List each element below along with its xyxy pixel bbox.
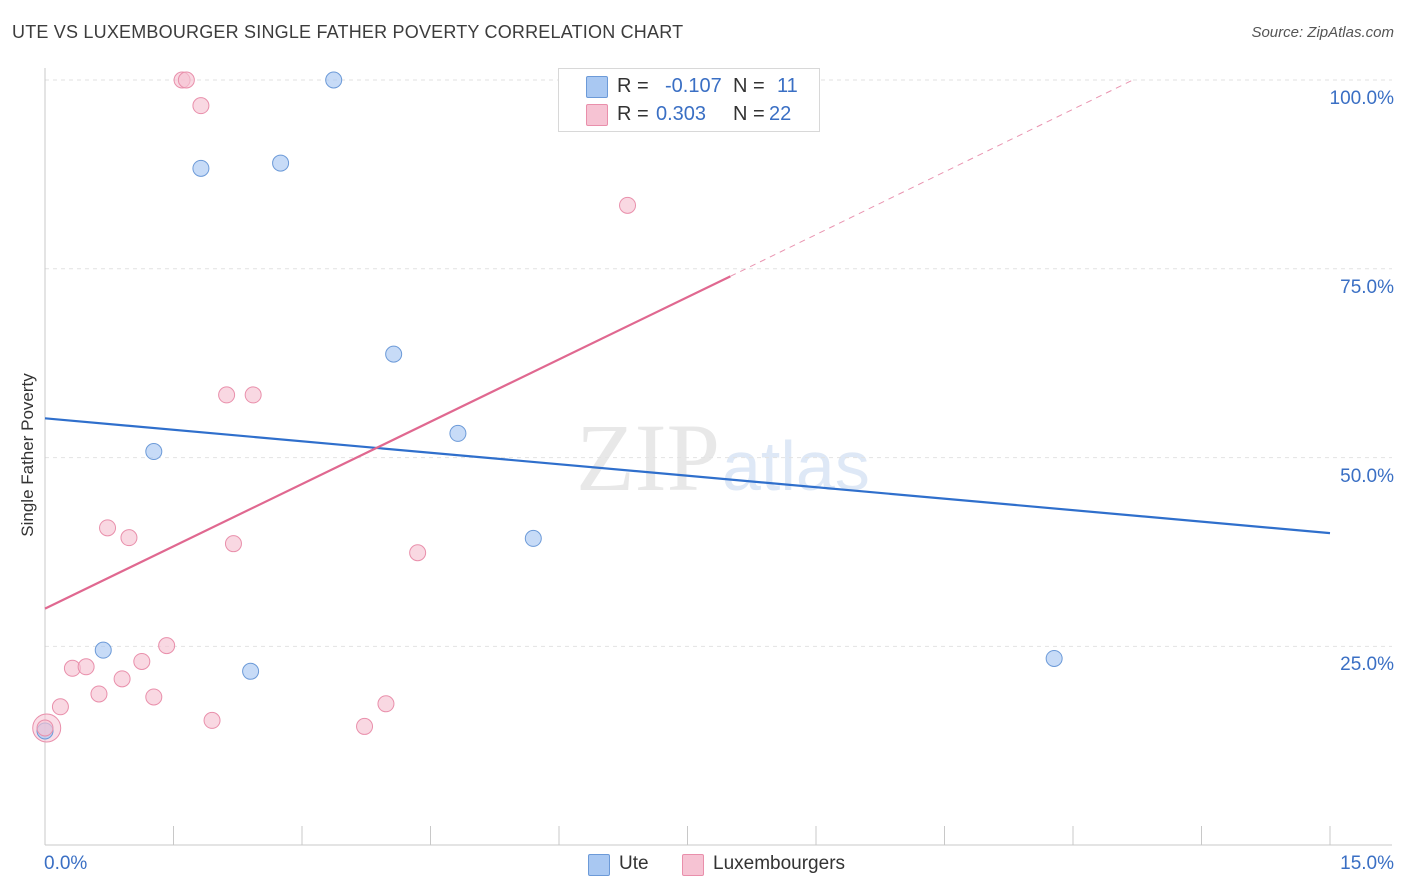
luxembourgers-point xyxy=(224,535,242,553)
luxembourgers-point xyxy=(51,698,69,716)
legend-lux-label: Luxembourgers xyxy=(713,853,846,874)
ute-point xyxy=(145,443,163,461)
lux-r-value: 0.303 xyxy=(656,103,707,125)
ute-r-value: -0.107 xyxy=(665,75,722,97)
luxembourgers-point xyxy=(158,637,176,655)
luxembourgers-point xyxy=(36,719,54,737)
legend-ute-swatch xyxy=(588,854,610,876)
luxembourgers-point xyxy=(177,71,195,89)
luxembourgers-point xyxy=(99,519,117,537)
chart-title: UTE VS LUXEMBOURGER SINGLE FATHER POVERT… xyxy=(12,22,684,42)
ute-swatch xyxy=(586,76,608,98)
legend-item-luxembourgers: Luxembourgers xyxy=(682,852,872,876)
ute-point xyxy=(449,424,467,442)
y-tick-label: 50.0% xyxy=(1340,465,1394,487)
watermark-atlas: atlas xyxy=(722,427,870,505)
luxembourgers-point xyxy=(203,711,221,729)
luxembourgers-point xyxy=(77,658,95,676)
ute-point xyxy=(242,662,260,680)
luxembourgers-point xyxy=(133,652,151,670)
legend-row-luxembourgers: R = 0.303 N = 22 xyxy=(559,100,819,128)
luxembourgers-point xyxy=(120,529,138,547)
data-points xyxy=(32,71,1063,743)
luxembourgers-point xyxy=(244,386,262,404)
ute-point xyxy=(192,159,210,177)
ute-n-label: N = xyxy=(733,75,765,97)
luxembourgers-point xyxy=(377,695,395,713)
ute-point xyxy=(325,71,343,89)
ute-point xyxy=(385,345,403,363)
watermark: ZIP atlas xyxy=(576,404,870,511)
luxembourgers-point xyxy=(145,688,163,706)
luxembourgers-point xyxy=(619,196,637,214)
source-label: Source: ZipAtlas.com xyxy=(1251,24,1394,41)
luxembourgers-point xyxy=(90,685,108,703)
trend-lines xyxy=(44,79,1331,610)
ute-point xyxy=(524,529,542,547)
legend-item-ute: Ute xyxy=(588,852,658,876)
gridlines xyxy=(45,79,1392,647)
legend-ute-label: Ute xyxy=(619,853,649,874)
ute-point xyxy=(94,641,112,659)
luxembourgers-point xyxy=(113,670,131,688)
ute-n-value: 11 xyxy=(777,75,798,97)
y-tick-label: 25.0% xyxy=(1340,654,1394,676)
y-tick-label: 100.0% xyxy=(1329,88,1394,109)
luxembourgers-point xyxy=(192,97,210,115)
x-tick-label-min: 0.0% xyxy=(44,853,88,874)
luxembourgers-point xyxy=(356,717,374,735)
lux-n-value: 22 xyxy=(769,103,792,125)
trend-extension-1 xyxy=(730,79,1134,277)
y-tick-label: 75.0% xyxy=(1340,276,1394,298)
legend-lux-swatch xyxy=(682,854,704,876)
legend-row-ute: R = -0.107 N = 11 xyxy=(559,72,819,100)
luxembourgers-point xyxy=(218,386,236,404)
lux-r-label: R = xyxy=(617,103,649,125)
ute-point xyxy=(1045,649,1063,667)
trend-line-1 xyxy=(44,275,731,610)
lux-n-label: N = xyxy=(733,103,765,125)
ute-point xyxy=(272,154,290,172)
luxembourgers-swatch xyxy=(586,104,608,126)
correlation-legend: R = -0.107 N = 11 R = 0.303 N = 22 xyxy=(558,68,820,132)
trend-line-0 xyxy=(44,417,1331,535)
ute-r-label: R = xyxy=(617,75,649,97)
x-tick-label-max: 15.0% xyxy=(1340,853,1394,874)
luxembourgers-point xyxy=(409,544,427,562)
